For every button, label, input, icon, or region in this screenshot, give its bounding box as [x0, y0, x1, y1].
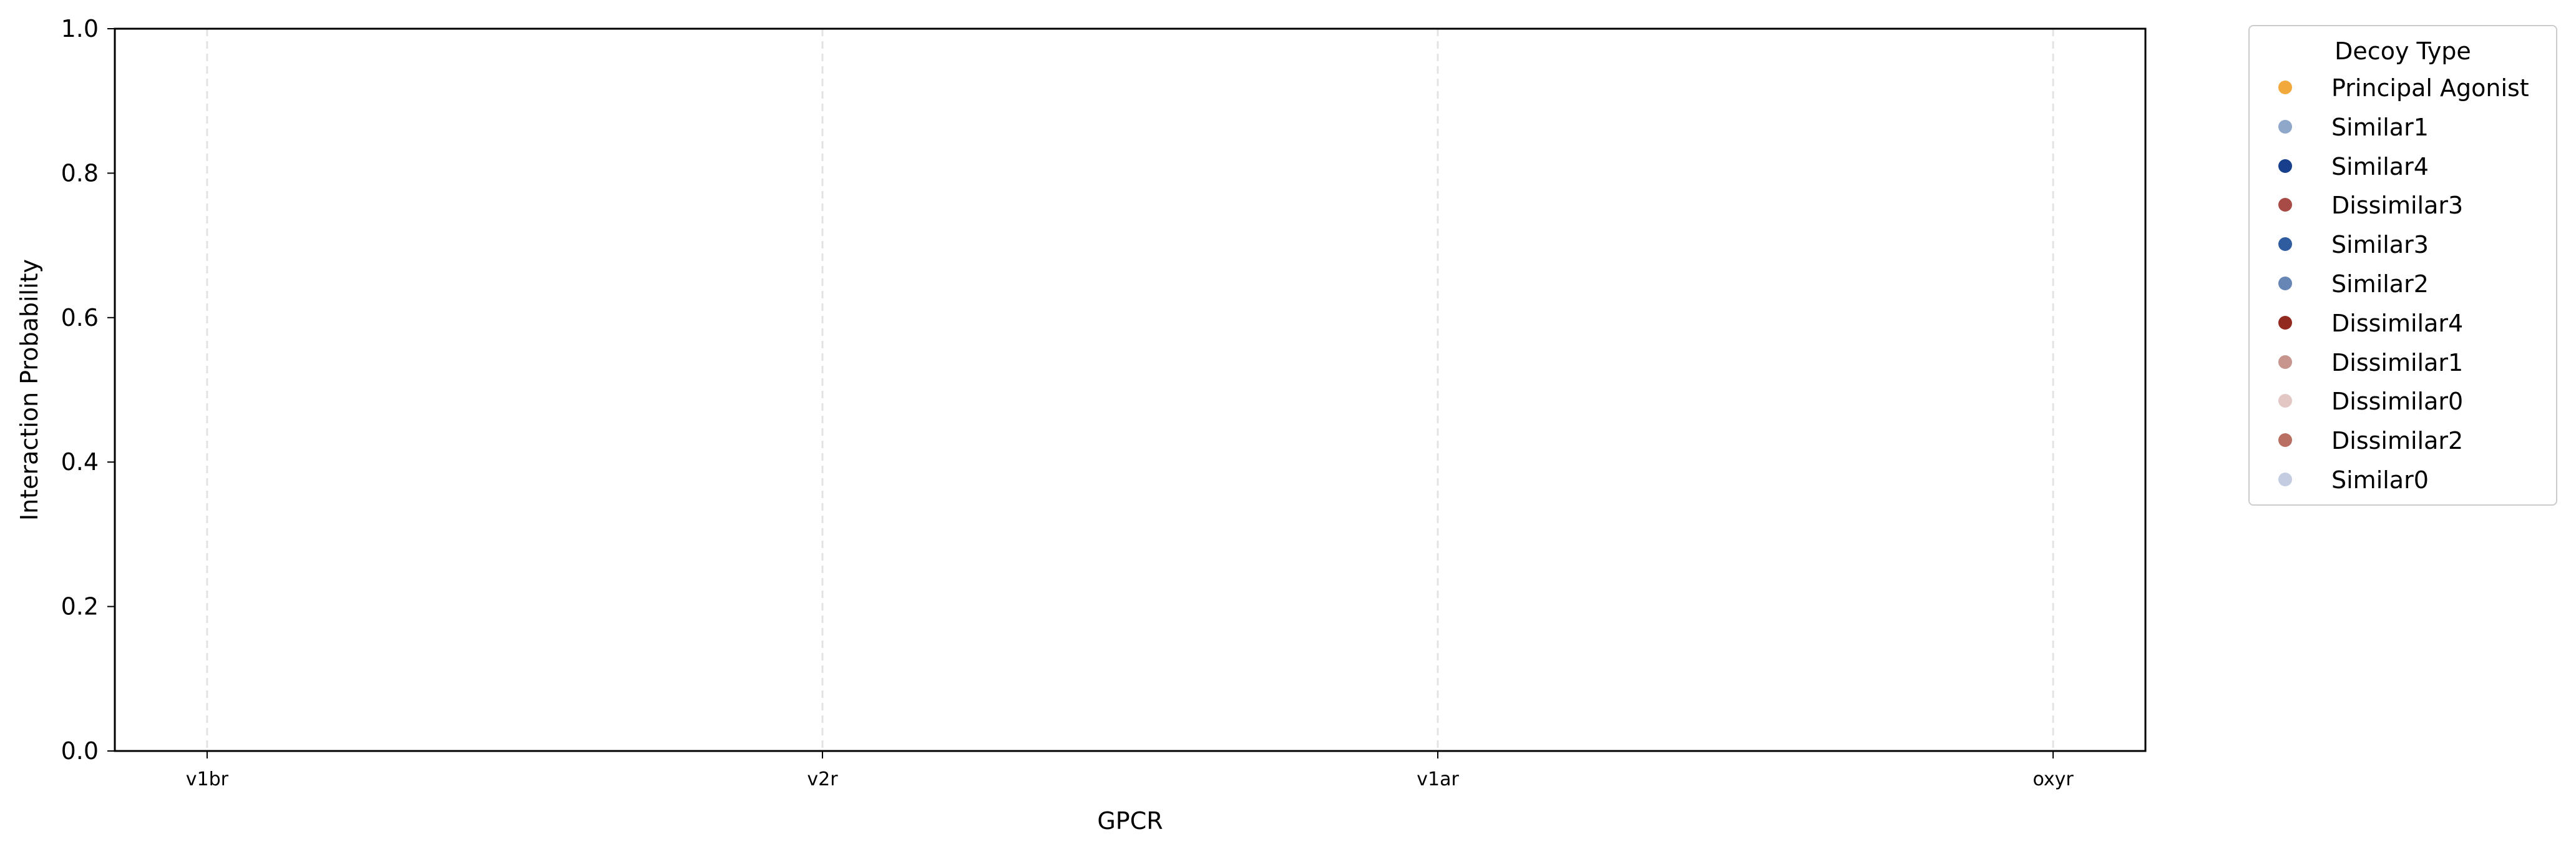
- legend-item: Similar1: [2250, 112, 2556, 143]
- legend-item: Dissimilar4: [2250, 308, 2556, 339]
- x-tick-label: v1br: [186, 768, 229, 790]
- y-tick-label: 0.0: [61, 737, 99, 765]
- legend-marker: [2278, 355, 2292, 369]
- legend-item: Dissimilar0: [2250, 386, 2556, 417]
- legend-item: Similar4: [2250, 151, 2556, 182]
- legend-item: Dissimilar2: [2250, 425, 2556, 456]
- legend-label: Similar2: [2331, 270, 2429, 298]
- legend-label: Similar0: [2331, 466, 2429, 494]
- y-tick-label: 0.4: [61, 448, 99, 476]
- legend-label: Dissimilar1: [2331, 348, 2464, 376]
- legend-marker: [2278, 277, 2292, 290]
- x-tick-label: oxyr: [2032, 768, 2074, 790]
- legend-marker: [2278, 119, 2292, 134]
- legend-label: Principal Agonist: [2331, 74, 2529, 102]
- legend-marker: [2278, 159, 2292, 173]
- legend-label: Similar1: [2331, 113, 2429, 141]
- y-tick-label: 0.6: [61, 304, 99, 331]
- legend-item: Dissimilar1: [2250, 347, 2556, 378]
- legend-item: Similar2: [2250, 268, 2556, 300]
- legend: Decoy Type Principal Agonist Similar1 Simi…: [2248, 25, 2557, 506]
- y-tick-label: 0.8: [61, 159, 99, 187]
- legend-marker: [2278, 473, 2292, 486]
- x-tick-label: v1ar: [1417, 768, 1459, 790]
- legend-marker: [2278, 315, 2292, 330]
- y-axis: 0.0 0.2 0.4 0.6 0.8 1.0: [61, 15, 115, 765]
- x-axis-label: GPCR: [1097, 807, 1163, 835]
- legend-marker: [2278, 394, 2292, 408]
- legend-marker: [2278, 237, 2292, 252]
- x-axis: v1br v2r v1ar oxyr: [186, 751, 2074, 790]
- y-tick-label: 1.0: [61, 15, 99, 42]
- legend-marker: [2278, 433, 2292, 448]
- y-axis-label: Interaction Probability: [16, 259, 43, 521]
- legend-label: Dissimilar4: [2331, 309, 2464, 337]
- legend-label: Dissimilar3: [2331, 192, 2464, 220]
- legend-item: Dissimilar3: [2250, 190, 2556, 221]
- legend-item: Principal Agonist: [2250, 72, 2556, 104]
- legend-label: Dissimilar0: [2331, 388, 2464, 416]
- y-tick-label: 0.2: [61, 593, 99, 621]
- x-tick-label: v2r: [807, 768, 838, 790]
- grid-lines: [206, 29, 2054, 751]
- legend-label: Similar3: [2331, 231, 2429, 259]
- legend-item: Similar3: [2250, 229, 2556, 260]
- legend-item: Similar0: [2250, 464, 2556, 496]
- legend-marker: [2278, 198, 2292, 212]
- legend-title: Decoy Type: [2334, 37, 2471, 65]
- legend-marker: [2278, 81, 2292, 94]
- legend-label: Similar4: [2331, 152, 2429, 180]
- legend-label: Dissimilar2: [2331, 427, 2464, 455]
- plot-area: [114, 27, 2147, 752]
